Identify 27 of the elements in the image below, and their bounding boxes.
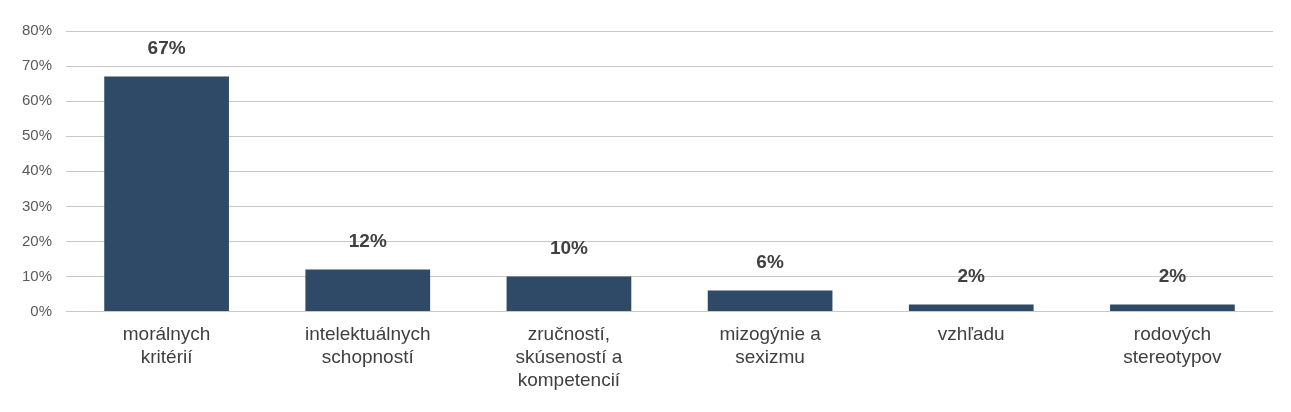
bar [506,276,632,312]
x-tick-label: rodových stereotypov [1123,323,1223,368]
bar [908,304,1034,312]
x-tick-label: zručností, skúseností a kompetencií [515,323,623,390]
bar [104,76,229,312]
bar [1110,304,1235,312]
data-label: 67% [147,37,186,59]
y-tick-label: 20% [21,231,53,249]
data-label: 2% [1158,265,1187,287]
data-label: 12% [348,230,387,252]
data-label: 2% [957,265,986,287]
y-tick-label: 30% [21,196,53,214]
y-tick-label: 10% [21,266,53,284]
y-tick-label: 70% [21,56,53,74]
y-tick-label: 60% [21,91,53,109]
x-tick-label: vzhľadu [937,323,1005,345]
y-tick-label: 0% [30,301,53,319]
data-label: 6% [756,251,784,273]
data-label: 10% [549,237,589,259]
x-tick-label: mizogýnie a sexizmu [719,323,822,368]
x-tick-label: intelektuálnych schopností [304,323,431,368]
y-tick-label: 40% [21,161,53,179]
y-tick-label: 50% [21,126,53,144]
x-tick-label: morálnych kritérií [122,323,211,368]
bar [707,290,833,312]
y-tick-label: 80% [21,21,53,39]
bar [305,269,431,312]
